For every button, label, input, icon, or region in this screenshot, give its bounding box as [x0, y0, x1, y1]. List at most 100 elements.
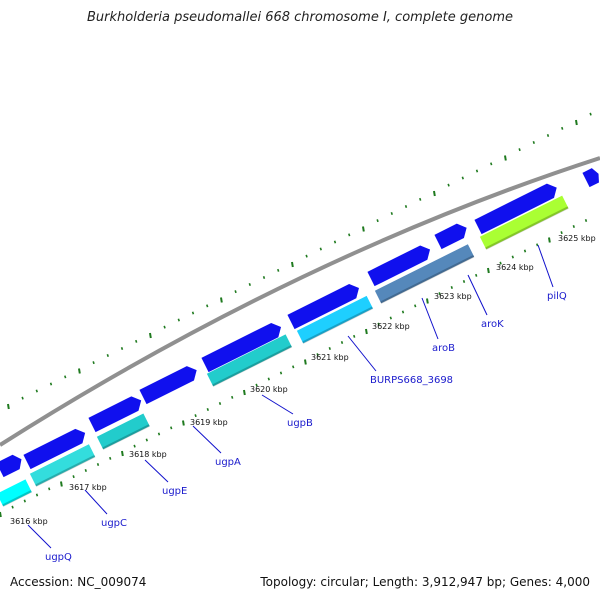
tick-mark — [462, 279, 466, 283]
leader-line — [467, 274, 488, 316]
tick-mark — [7, 403, 10, 410]
tick-mark — [419, 197, 422, 201]
tick-mark — [561, 126, 564, 130]
backbone-line — [0, 156, 600, 447]
forward-gene-arrow — [367, 245, 431, 287]
gene-block-shadow — [485, 206, 569, 250]
tick-mark — [182, 420, 185, 426]
kbp-label: 3620 kbp — [250, 385, 288, 394]
gene-block-shadow — [302, 306, 374, 344]
tick-mark — [48, 487, 51, 491]
tick-mark — [121, 450, 124, 457]
gene-arrow-body — [474, 183, 557, 235]
tick-mark — [78, 368, 81, 374]
tick-mark — [305, 254, 308, 258]
forward-gene-arrow — [201, 322, 282, 373]
tick-mark — [518, 148, 521, 152]
leader-line — [144, 459, 169, 483]
tick-mark — [319, 247, 322, 251]
gene-block — [0, 479, 32, 507]
forward-gene-arrow — [474, 183, 557, 235]
forward-gene-arrow — [434, 223, 467, 250]
tick-mark — [575, 119, 578, 126]
gene-block-body — [206, 334, 292, 387]
tick-mark — [426, 298, 429, 304]
gene-label-pilQ: pilQ — [547, 291, 567, 302]
topology-text: Topology: circular; Length: 3,912,947 bp… — [260, 575, 590, 589]
tick-mark — [447, 183, 450, 187]
tick-mark — [255, 383, 258, 387]
gene-label-ugpA: ugpA — [215, 457, 241, 468]
tick-mark — [523, 249, 527, 253]
tick-mark — [404, 204, 408, 208]
tick-mark — [348, 233, 351, 237]
gene-block — [206, 334, 293, 387]
tick-mark — [206, 408, 209, 412]
leader-line — [261, 394, 294, 415]
gene-block — [296, 295, 374, 344]
reverse-strand-genes — [0, 195, 569, 507]
gene-block — [96, 413, 150, 450]
kbp-label: 3619 kbp — [190, 418, 228, 427]
forward-gene-arrow — [287, 283, 359, 330]
kbp-label: 3624 kbp — [496, 263, 534, 272]
tick-mark — [376, 219, 379, 223]
tick-mark — [340, 340, 344, 344]
gene-block — [479, 195, 569, 250]
leader-line — [347, 335, 377, 372]
tick-mark — [206, 304, 209, 308]
tick-mark — [389, 316, 392, 320]
tick-mark — [92, 361, 95, 365]
tick-mark — [231, 395, 234, 399]
tick-mark — [328, 347, 331, 351]
kbp-label: 3618 kbp — [129, 450, 167, 459]
tick-mark — [145, 438, 148, 442]
gene-block-body — [374, 244, 475, 304]
tick-mark — [504, 155, 507, 161]
kbp-label: 3621 kbp — [311, 353, 349, 362]
tick-mark — [536, 243, 539, 247]
gene-arrow-body — [201, 322, 282, 373]
tick-mark — [163, 325, 166, 329]
tick-mark — [218, 401, 222, 405]
tick-mark — [304, 359, 307, 365]
tick-mark — [11, 505, 14, 509]
leader-line — [27, 524, 52, 549]
tick-mark — [390, 212, 393, 216]
kbp-label: 3623 kbp — [434, 292, 472, 301]
forward-gene-arrow — [139, 366, 197, 405]
gene-label-aroB: aroB — [432, 343, 455, 354]
tick-mark — [267, 377, 270, 381]
gene-labels: ugpQ ugpC ugpE ugpA ugpB BURPS668_3698 aroB aro… — [27, 244, 567, 563]
tick-mark — [243, 389, 246, 396]
kbp-label: 3625 kbp — [558, 234, 596, 243]
gene-label-BURPS668_3698: BURPS668_3698 — [370, 375, 453, 386]
tick-mark — [414, 304, 417, 308]
gene-block — [374, 244, 475, 304]
gene-block-body — [0, 479, 32, 507]
tick-mark — [353, 334, 356, 338]
tick-mark — [433, 190, 436, 197]
tick-mark — [475, 169, 479, 173]
gene-arrow-body — [23, 428, 86, 470]
tick-mark — [450, 286, 453, 290]
tick-mark — [23, 499, 26, 503]
tick-mark — [546, 133, 550, 137]
forward-gene-arrow — [23, 428, 86, 470]
tick-mark — [194, 414, 197, 418]
leader-line — [84, 489, 108, 515]
tick-mark — [49, 382, 53, 386]
tick-mark — [109, 456, 112, 460]
kbp-labels: 3616 kbp 3617 kbp 3618 kbp 3619 kbp 3620 kbp… — [10, 234, 596, 526]
tick-mark — [475, 273, 478, 277]
tick-mark — [106, 354, 109, 358]
gene-block-shadow — [35, 454, 96, 487]
forward-gene-arrow — [582, 168, 599, 188]
tick-mark — [365, 328, 368, 335]
tick-mark — [532, 141, 535, 145]
tick-mark — [60, 481, 63, 487]
tick-mark — [21, 396, 24, 400]
gene-arrow-body — [88, 396, 142, 433]
kbp-label: 3622 kbp — [372, 322, 410, 331]
